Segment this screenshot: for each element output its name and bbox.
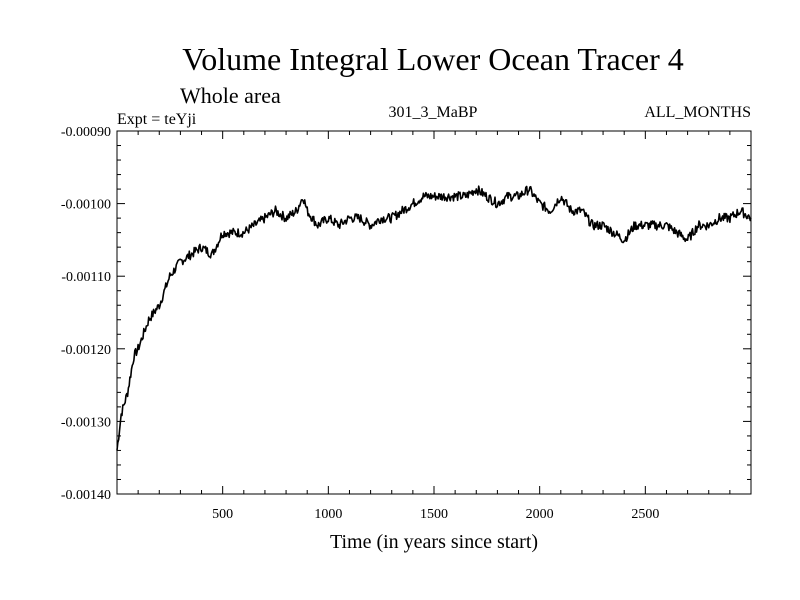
y-tick-label: -0.00140 bbox=[61, 488, 111, 503]
series-line bbox=[116, 185, 752, 451]
x-tick-label: 2000 bbox=[526, 507, 554, 522]
chart-subtitle: Whole area bbox=[180, 83, 281, 108]
y-tick-label: -0.00100 bbox=[61, 198, 111, 213]
x-tick-label: 2500 bbox=[631, 507, 659, 522]
y-tick-label: -0.00130 bbox=[61, 415, 111, 430]
x-tick-label: 1500 bbox=[420, 507, 448, 522]
x-tick-label: 1000 bbox=[314, 507, 342, 522]
x-axis-label: Time (in years since start) bbox=[330, 531, 538, 553]
x-axis: 500 1000 1500 2000 2500 bbox=[116, 131, 752, 522]
chart-title: Volume Integral Lower Ocean Tracer 4 bbox=[182, 41, 683, 77]
y-tick-label: -0.00120 bbox=[61, 343, 111, 358]
experiment-label: Expt = teYji bbox=[117, 111, 197, 128]
x-tick-label: 500 bbox=[212, 507, 233, 522]
y-tick-label: -0.00110 bbox=[61, 270, 111, 285]
y-tick-label: -0.00090 bbox=[61, 125, 111, 140]
plot-frame bbox=[116, 130, 752, 495]
run-label: 301_3_MaBP bbox=[389, 104, 478, 121]
y-axis: -0.00090 -0.00100 -0.00110 -0.00120 -0.00130… bbox=[61, 125, 751, 503]
months-label: ALL_MONTHS bbox=[644, 104, 751, 121]
